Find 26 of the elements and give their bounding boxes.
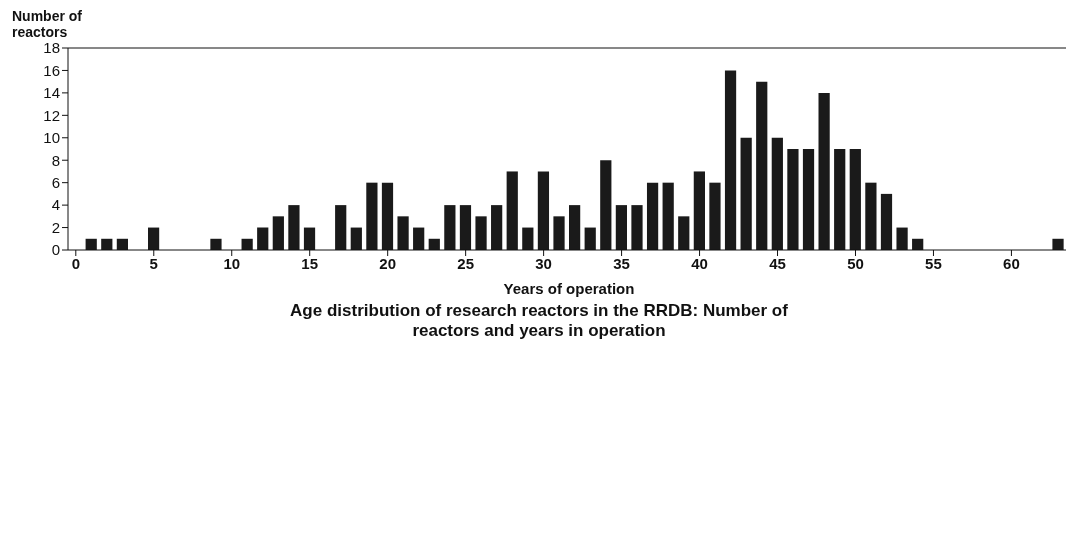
y-tick-label: 6 <box>51 173 60 191</box>
y-tick-label: 14 <box>43 84 60 102</box>
y-tick-label: 16 <box>43 61 60 79</box>
x-tick-label: 5 <box>149 254 158 272</box>
x-tick-label: 60 <box>1003 254 1020 272</box>
y-tick-label: 0 <box>51 241 60 259</box>
x-tick-label: 50 <box>847 254 864 272</box>
x-tick-label: 20 <box>379 254 397 272</box>
x-tick-label: 25 <box>457 254 474 272</box>
text: Age distribution of research reactors in the RRDB: Number of reactors and years in operation <box>289 301 789 341</box>
x-axis-title: Years of operation <box>502 280 636 297</box>
x-tick-label: 10 <box>223 254 241 272</box>
x-tick-label: 35 <box>613 254 630 272</box>
x-tick-label: 0 <box>71 254 80 272</box>
y-tick-label: 10 <box>43 129 60 147</box>
y-tick-label: 2 <box>51 218 60 236</box>
x-tick-label: 30 <box>535 254 552 272</box>
y-axis-title: Number of reactors <box>12 8 83 40</box>
x-tick-label: 45 <box>769 254 786 272</box>
y-tick-label: 12 <box>43 106 60 124</box>
y-tick-label: 4 <box>51 196 60 214</box>
x-tick-label: 40 <box>691 254 708 272</box>
y-tick-label: 8 <box>51 151 60 169</box>
x-tick-label: 15 <box>301 254 319 272</box>
y-tick-label: 18 <box>43 39 60 57</box>
x-tick-label: 55 <box>925 254 942 272</box>
